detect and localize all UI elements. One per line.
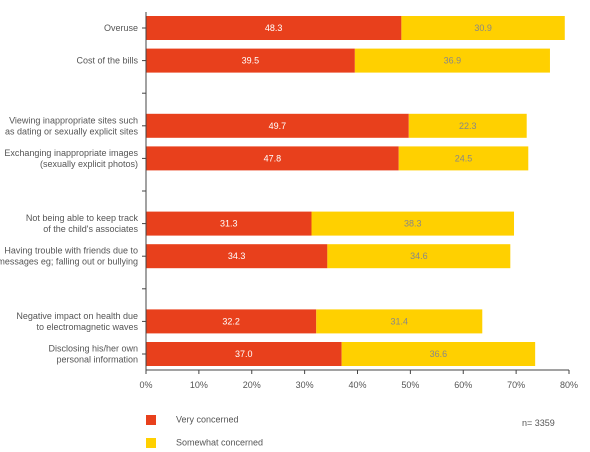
bar-somewhat-concerned <box>311 211 515 236</box>
data-label: 48.3 <box>265 23 283 33</box>
legend-swatch-somewhat-concerned <box>146 437 156 448</box>
category-label: Having trouble with friends due to messag… <box>0 246 138 267</box>
x-tick-label: 10% <box>190 380 208 390</box>
legend-label-somewhat-concerned: Somewhat concerned <box>176 437 264 448</box>
bar-somewhat-concerned <box>398 146 529 171</box>
data-label: 36.9 <box>444 56 462 66</box>
legend-item-very-concerned: Very concerned <box>146 414 239 425</box>
data-label: 24.5 <box>455 153 473 163</box>
data-label: 30.9 <box>474 23 492 33</box>
data-label: 31.4 <box>391 316 409 326</box>
x-tick-label: 80% <box>560 380 578 390</box>
category-label: Viewing inappropriate sites such as datin… <box>5 115 139 136</box>
bar-very-concerned <box>146 244 328 269</box>
data-label: 38.3 <box>404 219 422 229</box>
x-tick-label: 0% <box>139 380 152 390</box>
bar-somewhat-concerned <box>354 48 550 73</box>
bar-somewhat-concerned <box>408 113 527 138</box>
data-label: 37.0 <box>235 349 253 359</box>
x-tick-label: 70% <box>507 380 525 390</box>
bar-very-concerned <box>146 146 399 171</box>
sample-size-note: n= 3359 <box>522 418 555 428</box>
data-label: 47.8 <box>264 153 282 163</box>
bar-somewhat-concerned <box>401 16 565 40</box>
data-label: 32.2 <box>222 316 240 326</box>
category-label: Cost of the bills <box>76 56 138 66</box>
x-tick-label: 30% <box>296 380 314 390</box>
bar-very-concerned <box>146 113 409 138</box>
category-label: Overuse <box>104 23 138 33</box>
category-label: Exchanging inappropriate images (sexually… <box>4 148 138 169</box>
data-label: 22.3 <box>459 121 477 131</box>
legend-swatch-very-concerned <box>146 414 156 425</box>
bar-very-concerned <box>146 211 312 236</box>
data-label: 49.7 <box>269 121 287 131</box>
category-label: Not being able to keep track of the child… <box>26 213 139 234</box>
category-label: Negative impact on health due to electrom… <box>16 311 138 332</box>
bar-somewhat-concerned <box>316 309 483 334</box>
bar-somewhat-concerned <box>341 342 536 366</box>
data-label: 34.6 <box>410 251 428 261</box>
data-label: 31.3 <box>220 219 238 229</box>
category-label: Disclosing his/her own personal informati… <box>48 344 138 365</box>
bar-very-concerned <box>146 309 317 334</box>
bar-somewhat-concerned <box>327 244 511 269</box>
x-tick-label: 20% <box>243 380 261 390</box>
legend-item-somewhat-concerned: Somewhat concerned <box>146 437 263 448</box>
bar-very-concerned <box>146 48 355 73</box>
bar-very-concerned <box>146 16 402 40</box>
x-tick-label: 60% <box>454 380 472 390</box>
x-tick-label: 40% <box>348 380 366 390</box>
data-label: 39.5 <box>242 56 260 66</box>
x-tick-label: 50% <box>401 380 419 390</box>
data-label: 36.6 <box>430 349 448 359</box>
bar-very-concerned <box>146 342 342 366</box>
legend-label-very-concerned: Very concerned <box>176 414 239 425</box>
data-label: 34.3 <box>228 251 246 261</box>
